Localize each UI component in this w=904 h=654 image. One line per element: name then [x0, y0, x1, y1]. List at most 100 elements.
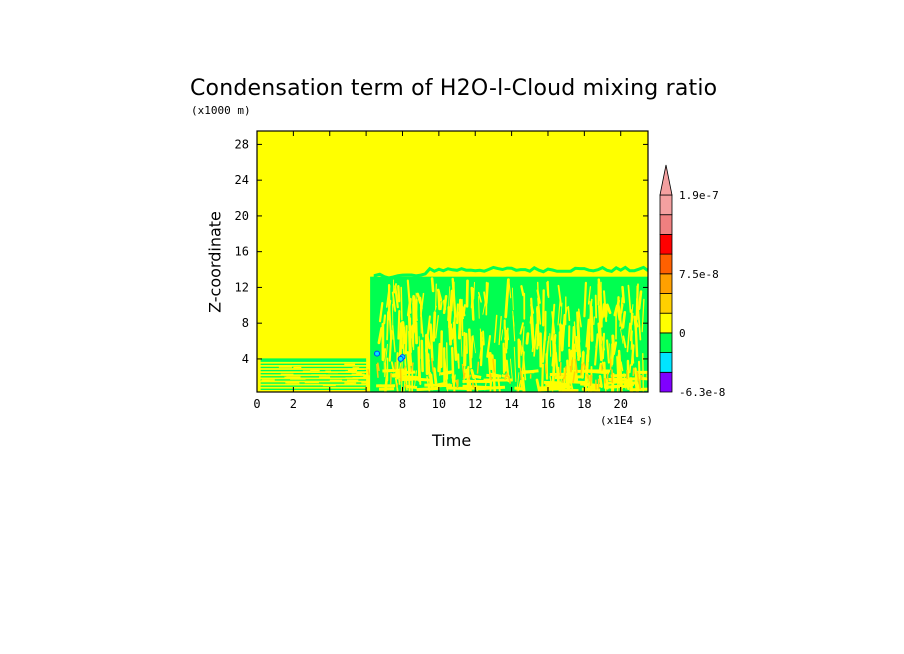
- cloud-gap: [610, 373, 627, 378]
- positive-streak: [582, 362, 587, 370]
- colorbar-label: 0: [679, 327, 686, 340]
- cloud-gap: [405, 376, 431, 382]
- colorbar-swatch: [659, 293, 673, 314]
- cloud-gap: [468, 328, 473, 369]
- cloud-gap: [593, 316, 595, 326]
- cloud-gap: [606, 339, 610, 364]
- cloud-gap: [504, 278, 510, 319]
- cloud-gap: [483, 291, 488, 307]
- cloud-gap: [442, 299, 447, 311]
- positive-streak: [489, 373, 493, 381]
- cloud-gap: [621, 285, 626, 304]
- cloud-gap: [436, 383, 451, 388]
- y-tick-label: 12: [235, 280, 249, 294]
- positive-streak: [462, 372, 466, 380]
- colorbar-label: 7.5e-8: [679, 268, 719, 281]
- cloud-gap: [589, 385, 599, 389]
- cloud-gap: [406, 297, 412, 317]
- y-axis: 4 8 12 16 20 24 28: [235, 137, 648, 366]
- positive-streak: [410, 362, 414, 372]
- cloud-gap: [432, 311, 437, 342]
- colorbar-swatch: [659, 214, 673, 235]
- cloud-gap: [437, 342, 442, 373]
- cloud-gap: [630, 325, 635, 364]
- cloud-gap: [472, 334, 476, 354]
- cloud-gap: [377, 326, 383, 345]
- cloud-gap: [622, 335, 627, 349]
- y-tick-label: 4: [242, 352, 249, 366]
- shallow-cloud-layer: [260, 358, 379, 390]
- cloud-gap: [388, 330, 393, 362]
- cloud-gap: [561, 324, 565, 350]
- cloud-gap: [604, 305, 608, 319]
- x-tick-label: 4: [326, 397, 333, 411]
- colorbar-swatch: [659, 371, 673, 393]
- cloud-gap: [416, 292, 422, 304]
- chart-title: Condensation term of H2O-l-Cloud mixing …: [190, 76, 718, 101]
- cloud-gap: [493, 314, 498, 343]
- cloud-gap: [627, 284, 632, 313]
- colorbar-label: 1.9e-7: [679, 189, 719, 202]
- cloud-gap: [521, 346, 527, 381]
- cloud-gap: [521, 326, 525, 353]
- cloud-gap: [470, 335, 474, 359]
- positive-streak: [430, 357, 435, 372]
- cloud-gap: [557, 284, 562, 307]
- cloud-gap: [455, 311, 460, 325]
- cloud-gap: [407, 385, 418, 390]
- cloud-gap: [406, 351, 412, 374]
- cloud-gap: [488, 351, 493, 371]
- cloud-gap: [609, 384, 629, 389]
- cloud-gap: [470, 286, 475, 321]
- cloud-gap: [417, 346, 421, 382]
- y-tick-label: 16: [235, 245, 249, 259]
- cloud-gap: [573, 321, 577, 353]
- cloud-gap: [512, 310, 515, 327]
- cloud-gap: [581, 387, 601, 392]
- cloud-gap: [416, 386, 440, 392]
- cloud-gap: [603, 361, 607, 389]
- cloud-gap: [554, 375, 583, 380]
- cloud-gap: [461, 305, 466, 317]
- positive-streak: [506, 372, 509, 378]
- cloud-gap: [551, 311, 555, 341]
- cloud-gap: [400, 286, 403, 321]
- cloud-gap: [508, 279, 512, 299]
- cloud-gap: [628, 364, 632, 374]
- positive-streak: [561, 376, 565, 383]
- positive-streak: [580, 363, 583, 376]
- negative-spot: [374, 350, 381, 357]
- cloud-gap: [402, 338, 405, 354]
- cloud-gap: [500, 329, 504, 341]
- x-tick-label: 8: [399, 397, 406, 411]
- cloud-gap: [519, 322, 524, 335]
- positive-streak: [376, 363, 379, 378]
- cloud-gap: [459, 303, 465, 320]
- cloud-gap: [432, 367, 438, 385]
- cloud-gap: [608, 377, 638, 381]
- cloud-gap: [448, 289, 454, 329]
- cloud-gap: [390, 372, 406, 377]
- cloud-gap: [567, 380, 588, 385]
- cloud-gap: [419, 306, 424, 338]
- colorbar-label: -6.3e-8: [679, 386, 725, 399]
- cloud-gap: [611, 334, 615, 350]
- cloud-gap: [514, 386, 525, 391]
- positive-streak: [544, 363, 547, 374]
- cloud-gap: [462, 384, 491, 390]
- cloud-gap: [378, 302, 384, 323]
- cloud-gap: [404, 324, 408, 355]
- cloud-gap: [382, 368, 407, 373]
- positive-streak: [399, 368, 402, 382]
- cloud-gap: [610, 347, 615, 366]
- positive-streak: [572, 371, 576, 383]
- cloud-gap: [530, 303, 535, 314]
- cloud-gap: [577, 308, 582, 328]
- cloud-gap: [541, 363, 544, 388]
- cloud-gap: [585, 318, 590, 348]
- cloud-gap: [511, 287, 514, 311]
- positive-streak: [472, 382, 475, 388]
- cloud-gap: [427, 353, 431, 378]
- cloud-gap: [598, 327, 602, 338]
